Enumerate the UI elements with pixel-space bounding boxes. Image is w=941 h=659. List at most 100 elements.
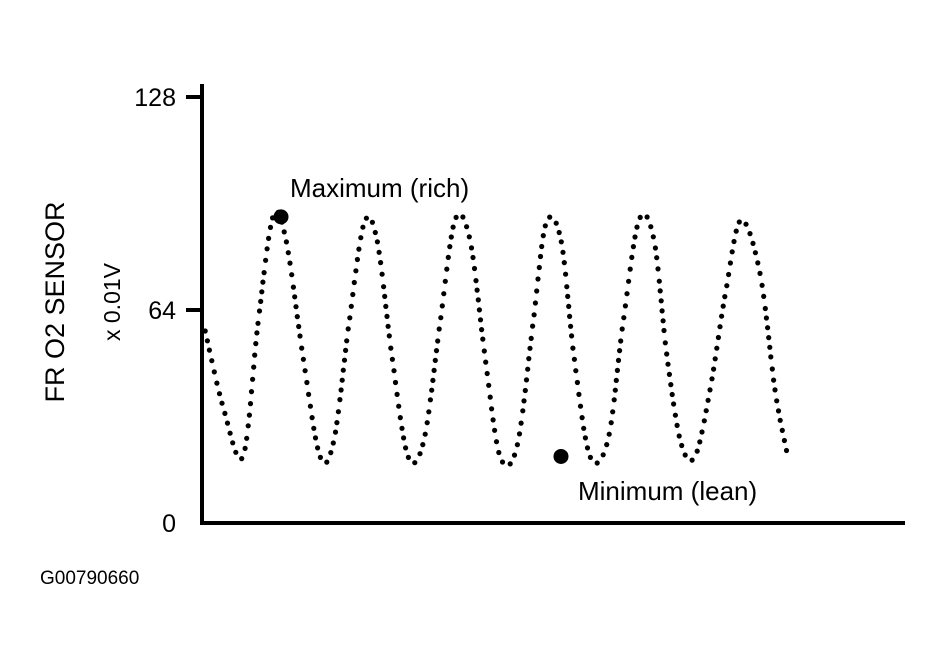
signal-dot	[781, 437, 788, 444]
signal-dot	[427, 397, 433, 403]
signal-dot	[283, 239, 289, 245]
signal-dot	[626, 278, 632, 284]
signal-dot	[382, 293, 388, 299]
signal-dot	[783, 447, 790, 454]
signal-dot	[689, 457, 695, 463]
signal-dot	[337, 397, 343, 403]
signal-dot	[768, 354, 774, 360]
signal-dot	[560, 249, 566, 255]
signal-dot	[608, 420, 614, 426]
signal-dot	[292, 294, 298, 300]
signal-dot	[378, 260, 384, 266]
signal-dot	[304, 379, 310, 386]
signal-dot	[627, 266, 633, 272]
signal-dot	[394, 391, 400, 397]
signal-dot	[567, 313, 573, 319]
signal-dot	[227, 430, 233, 436]
signal-dot	[239, 456, 245, 462]
signal-dot	[556, 229, 562, 236]
signal-dot	[577, 403, 584, 409]
signal-dot	[483, 359, 489, 365]
signal-dot	[530, 323, 536, 329]
signal-dot	[453, 214, 459, 220]
signal-dot	[299, 345, 305, 351]
signal-dot	[438, 315, 444, 321]
signal-dot	[569, 333, 575, 339]
signal-dot	[445, 254, 451, 260]
signal-dot	[536, 264, 542, 271]
signal-dot	[250, 376, 256, 382]
signal-dot	[658, 298, 664, 304]
signal-dot	[634, 224, 640, 230]
signal-dot	[347, 315, 353, 321]
signal-dot	[682, 452, 688, 458]
signal-dot	[350, 291, 356, 298]
axes	[200, 84, 905, 525]
signal-dot	[315, 445, 321, 451]
signal-dot	[656, 278, 662, 284]
signal-dot	[471, 265, 478, 272]
signal-dot	[247, 401, 254, 407]
signal-dot	[417, 451, 423, 457]
signal-dot	[672, 412, 679, 418]
signal-dot	[254, 330, 260, 336]
signal-dot	[674, 422, 680, 428]
signal-dot	[209, 358, 215, 364]
signal-dot	[432, 357, 438, 363]
signal-dot	[747, 231, 753, 237]
signal-dot	[644, 214, 650, 220]
signal-dot	[476, 307, 482, 313]
signal-dot	[566, 303, 572, 309]
signal-dot	[487, 394, 493, 400]
signal-dot	[765, 325, 771, 331]
signal-dot	[302, 368, 308, 374]
signal-dot	[531, 312, 537, 318]
signal-dot	[233, 449, 239, 455]
signal-dot	[579, 415, 585, 421]
signal-dot	[542, 223, 548, 229]
signal-dot	[475, 297, 481, 303]
signal-dot	[701, 418, 707, 424]
signal-dot	[662, 340, 668, 346]
signal-dot	[309, 415, 315, 421]
signal-dot	[727, 260, 734, 266]
signal-dot	[521, 398, 527, 404]
signal-dot	[396, 403, 402, 409]
signal-dot	[439, 303, 445, 309]
signal-dot	[477, 317, 484, 323]
signal-dot	[534, 288, 540, 294]
signal-dot	[661, 327, 667, 334]
signal-dot	[612, 387, 618, 393]
signal-dot	[431, 367, 437, 373]
signal-dot	[468, 245, 475, 251]
signal-dot	[752, 250, 759, 256]
signal-dot	[222, 410, 228, 416]
signal-dot	[610, 409, 616, 415]
signal-dot	[618, 338, 624, 344]
signal-dot	[525, 366, 531, 372]
signal-dot	[246, 412, 252, 418]
signal-dot	[637, 214, 643, 220]
signal-dot	[219, 400, 225, 406]
maximum-marker	[273, 209, 289, 225]
signal-dot	[372, 229, 378, 236]
signal-dot	[294, 314, 300, 320]
signal-dot	[426, 409, 432, 415]
signal-dot	[514, 442, 521, 448]
signal-dot	[563, 271, 569, 277]
signal-dot	[621, 315, 627, 321]
signal-dot	[622, 303, 629, 309]
signal-dot	[340, 367, 346, 373]
signal-dot	[420, 442, 426, 448]
signal-dot	[679, 442, 685, 449]
signal-dot	[537, 253, 544, 260]
signal-dot	[260, 279, 266, 285]
signal-dot	[755, 260, 761, 266]
signal-dot	[606, 431, 612, 437]
minimum-lean-annotation: Minimum (lean)	[578, 476, 757, 506]
signal-dot	[214, 380, 220, 386]
signal-dot	[348, 303, 354, 309]
signal-dot	[360, 224, 366, 230]
signal-dot	[703, 408, 709, 414]
